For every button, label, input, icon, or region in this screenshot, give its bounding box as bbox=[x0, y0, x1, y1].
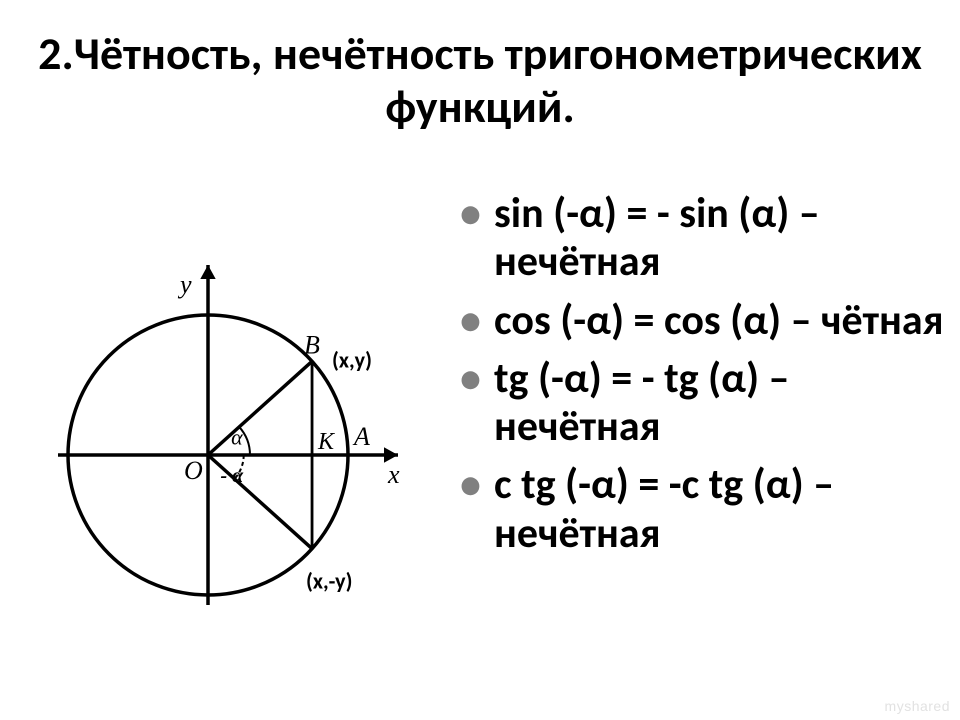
bullet-item: tg (-α) = - tg (α) – нечётная bbox=[460, 355, 948, 452]
label-O: O bbox=[184, 456, 203, 485]
slide: 2.Чётность, нечётность тригонометрически… bbox=[0, 0, 960, 720]
label-x: x bbox=[387, 460, 400, 489]
label-xy-upper: (x,y) bbox=[332, 346, 372, 373]
bullet-ul: sin (-α) = - sin (α) – нечётная cos (-α) … bbox=[460, 190, 948, 558]
diagram-svg: y x O A B Kα - α (x,y) (x,-y) bbox=[18, 230, 438, 650]
label-K: K bbox=[317, 429, 336, 455]
bullet-item: sin (-α) = - sin (α) – нечётная bbox=[460, 190, 948, 287]
label-B: B bbox=[304, 330, 320, 359]
label-y: y bbox=[177, 270, 192, 299]
unit-circle-diagram: y x O A B Kα - α (x,y) (x,-y) bbox=[18, 230, 438, 650]
y-arrow bbox=[200, 265, 215, 279]
slide-title: 2.Чётность, нечётность тригонометрически… bbox=[0, 28, 960, 134]
label-alpha: α bbox=[231, 425, 243, 450]
bullet-item: cos (-α) = cos (α) – чётная bbox=[460, 297, 948, 345]
label-A: A bbox=[352, 422, 370, 451]
bullet-item: c tg (-α) = -c tg (α) – нечётная bbox=[460, 461, 948, 558]
label-xy-lower: (x,-y) bbox=[306, 568, 352, 595]
bullet-list: sin (-α) = - sin (α) – нечётная cos (-α) … bbox=[460, 190, 948, 568]
label-neg-alpha: - α bbox=[220, 465, 244, 487]
watermark: myshared bbox=[885, 698, 950, 714]
radius-B bbox=[208, 361, 312, 455]
